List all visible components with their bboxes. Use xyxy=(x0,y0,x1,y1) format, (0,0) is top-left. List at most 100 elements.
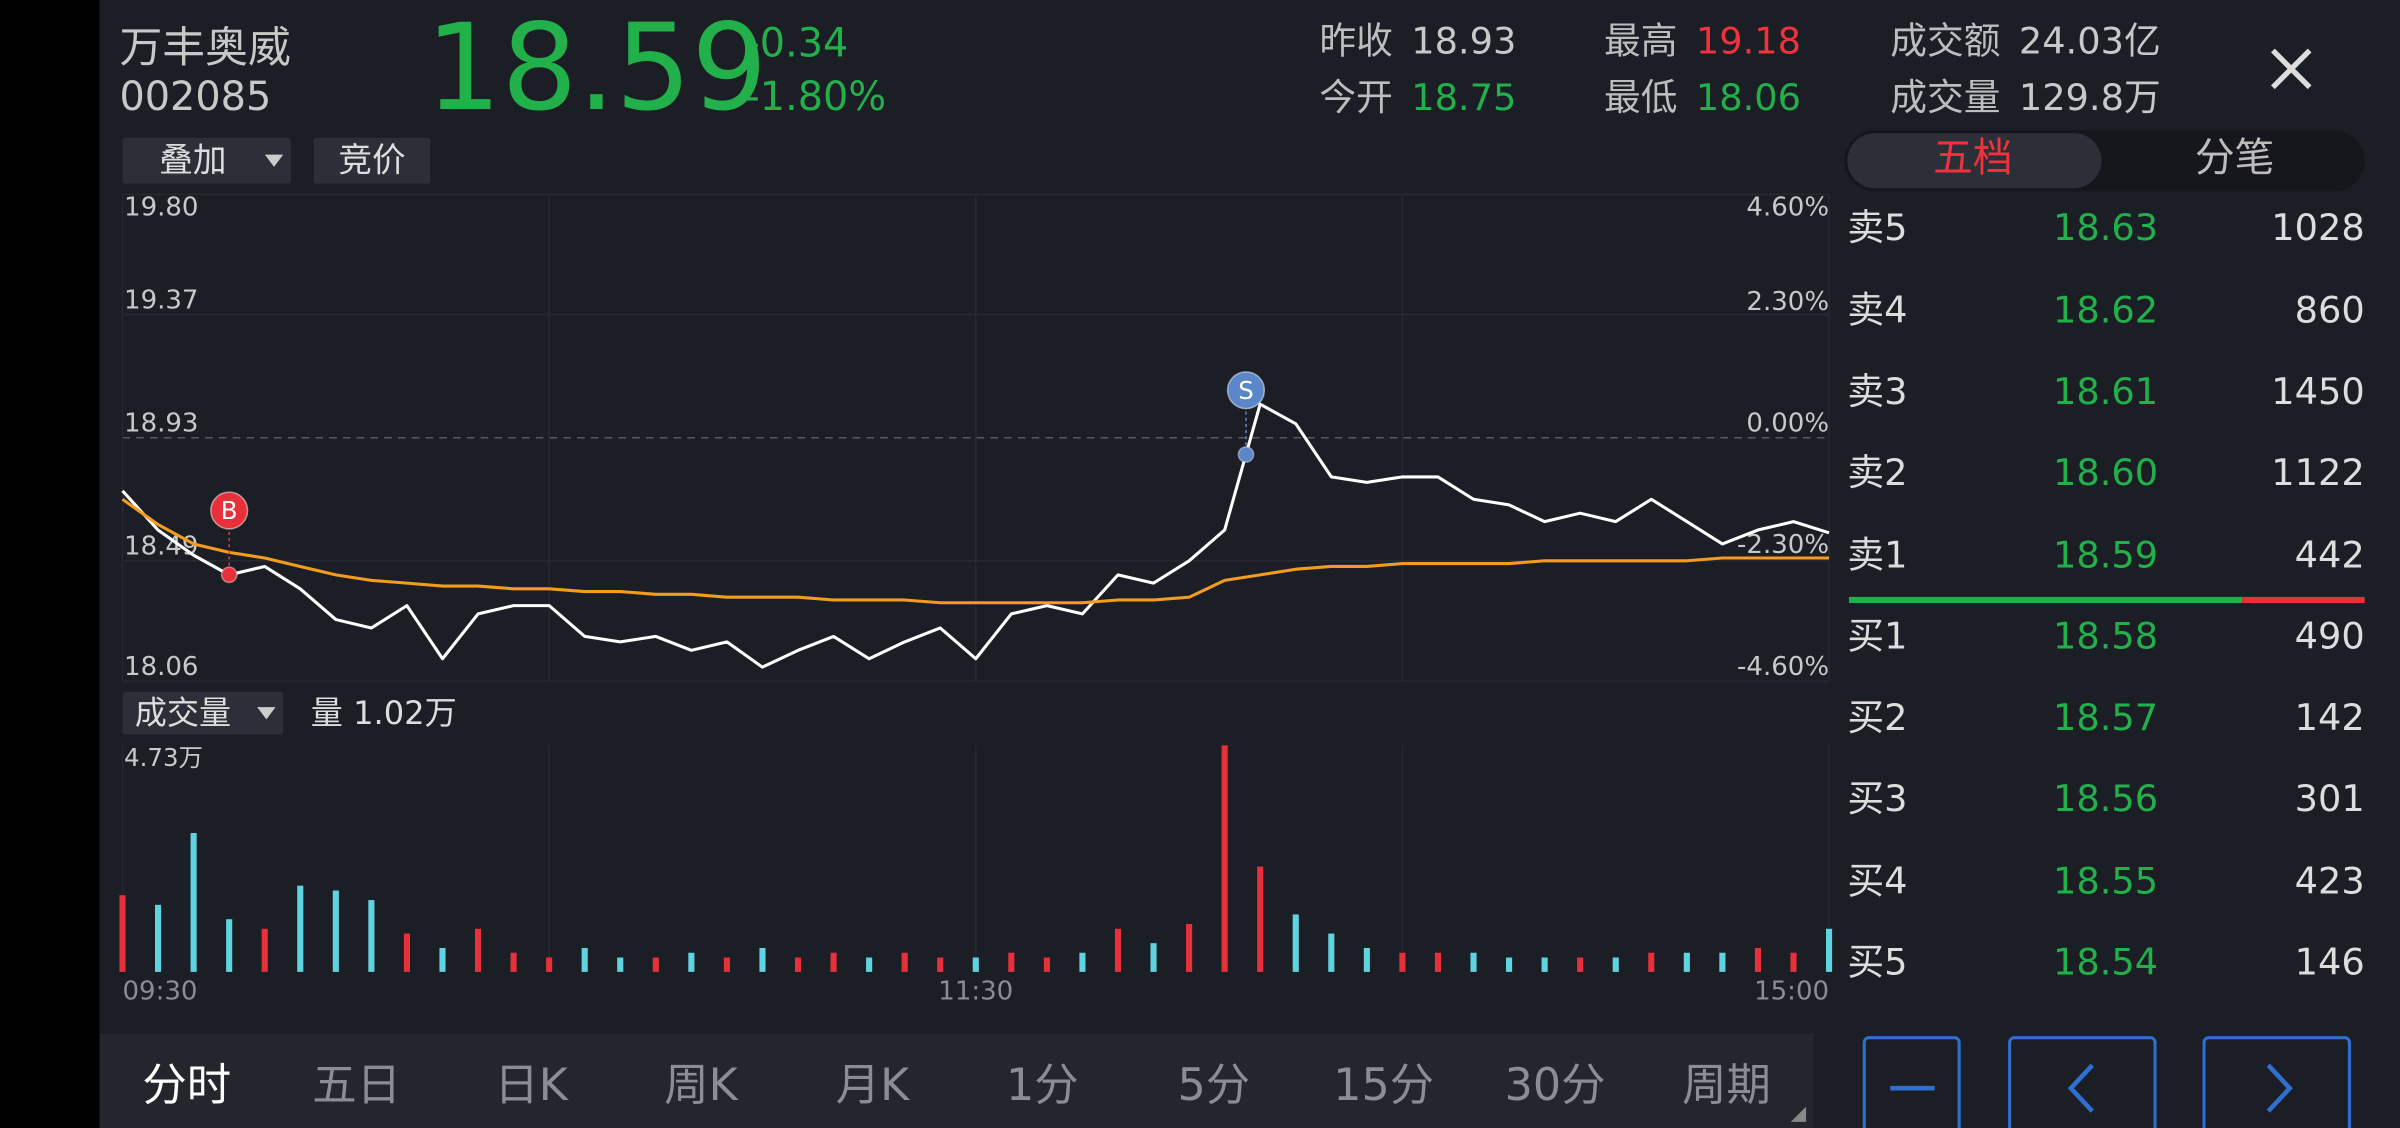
stat-label: 成交量 xyxy=(1890,76,2000,119)
indicator-selector[interactable] xyxy=(122,691,284,735)
book-qty: 490 xyxy=(2295,615,2365,658)
dropdown-arrow xyxy=(257,707,276,720)
period-tab[interactable]: 五日 xyxy=(312,1060,401,1111)
stat-label: 成交额 xyxy=(1890,19,2000,62)
volume-bar xyxy=(226,919,233,972)
marker-badge[interactable] xyxy=(210,491,249,530)
period-tab[interactable]: 月K xyxy=(836,1060,911,1111)
stat-label: 昨收 xyxy=(1319,19,1392,62)
y-tick-label: 19.80 xyxy=(124,193,198,223)
book-tab[interactable]: 分笔 xyxy=(2195,135,2275,181)
auction-button[interactable] xyxy=(313,137,431,184)
y-tick-label: 18.49 xyxy=(124,532,198,562)
close-icon[interactable] xyxy=(2271,48,2312,90)
price-line xyxy=(121,498,1830,605)
book-qty: 860 xyxy=(2295,289,2365,332)
volume-bar xyxy=(723,957,730,972)
volume-bar xyxy=(759,947,766,972)
prev-button[interactable] xyxy=(2008,1036,2157,1128)
stat-value: 19.18 xyxy=(1696,19,1801,62)
volume-bar xyxy=(1541,957,1548,972)
book-tab-selected[interactable] xyxy=(1847,133,2102,189)
volume-bar xyxy=(1790,952,1797,972)
volume-bar xyxy=(403,933,410,972)
book-side: 买5 xyxy=(1847,941,1907,984)
marker-label: B xyxy=(221,496,238,525)
y-tick-label: 4.73万 xyxy=(124,743,203,772)
y-tick-label: 18.93 xyxy=(124,408,198,438)
book-tab[interactable]: 五档 xyxy=(1933,135,2013,181)
control-label[interactable]: 叠加 xyxy=(159,141,226,180)
x-tick-label: 11:30 xyxy=(938,976,1013,1006)
period-tab[interactable]: 30分 xyxy=(1505,1060,1606,1111)
volume-bar xyxy=(1008,952,1015,972)
period-tab[interactable]: 1分 xyxy=(1006,1060,1079,1111)
book-price: 18.63 xyxy=(2053,206,2158,249)
book-side: 卖4 xyxy=(1847,289,1907,332)
volume-bar xyxy=(1257,866,1264,972)
stat-value: 129.8万 xyxy=(2019,76,2161,119)
volume-bar xyxy=(474,928,482,972)
book-price: 18.54 xyxy=(2053,941,2158,984)
buy-strength xyxy=(1848,596,2243,604)
prev-icon xyxy=(2067,1063,2094,1113)
period-tab[interactable]: 周K xyxy=(664,1060,739,1111)
book-qty: 1028 xyxy=(2271,206,2364,249)
y2-tick-label: 2.30% xyxy=(1746,287,1829,317)
stat-value: 18.75 xyxy=(1411,76,1516,119)
y2-tick-label: -4.60% xyxy=(1737,652,1829,682)
book-side: 卖2 xyxy=(1847,451,1907,494)
book-qty: 142 xyxy=(2295,696,2365,739)
book-price: 18.62 xyxy=(2053,289,2158,332)
volume-bar xyxy=(1150,943,1157,972)
change: -0.34 xyxy=(745,20,848,66)
volume-bar xyxy=(1363,947,1370,972)
price: 18.59 xyxy=(426,0,768,138)
volume-bar xyxy=(1186,923,1193,972)
price-line xyxy=(121,402,1830,669)
period-tab[interactable]: 分时 xyxy=(142,1060,231,1111)
volume-bar xyxy=(1114,928,1122,972)
volume-bar xyxy=(1079,952,1086,972)
volume-bar xyxy=(1328,933,1335,972)
book-side: 买3 xyxy=(1847,777,1907,820)
marker-dot xyxy=(1237,446,1255,463)
overlay-button[interactable] xyxy=(122,137,291,184)
marker-dot xyxy=(220,566,238,584)
book-price: 18.60 xyxy=(2053,451,2158,494)
y2-tick-label: -2.30% xyxy=(1737,530,1829,560)
book-price: 18.57 xyxy=(2053,696,2158,739)
book-side: 卖5 xyxy=(1847,206,1907,249)
dropdown-arrow xyxy=(264,154,284,167)
minus-button[interactable] xyxy=(1862,1036,1961,1128)
volume-bar xyxy=(794,957,802,972)
book-price: 18.59 xyxy=(2053,534,2158,577)
period-tab[interactable]: 5分 xyxy=(1177,1060,1250,1111)
volume-bar xyxy=(1221,745,1228,972)
indicator-label[interactable]: 成交量 xyxy=(135,694,231,732)
y-tick-label: 18.06 xyxy=(124,652,198,682)
period-tab[interactable]: 周期 xyxy=(1682,1060,1771,1111)
volume-bar xyxy=(866,957,873,972)
book-price: 18.58 xyxy=(2053,615,2158,658)
stat-value: 18.93 xyxy=(1411,19,1516,62)
next-button[interactable] xyxy=(2202,1036,2351,1128)
volume-bar xyxy=(617,957,624,972)
book-price: 18.55 xyxy=(2053,860,2158,903)
book-qty: 423 xyxy=(2295,860,2365,903)
volume-bar xyxy=(119,895,126,972)
volume-bar xyxy=(297,885,304,972)
header: 万丰奥威 002085 18.59 -0.34 -1.80% xyxy=(119,0,2312,138)
stat-label: 最高 xyxy=(1604,19,1677,62)
period-tab[interactable]: 15分 xyxy=(1333,1060,1434,1111)
nav-buttons xyxy=(1862,1036,2351,1128)
stat-value: 18.06 xyxy=(1696,76,1801,119)
period-tab[interactable]: 日K xyxy=(494,1060,569,1111)
book-side: 卖1 xyxy=(1847,534,1907,577)
volume-bar xyxy=(1292,914,1299,972)
control-label[interactable]: 竞价 xyxy=(338,141,405,180)
marker-label: S xyxy=(1238,376,1254,405)
marker-badge[interactable] xyxy=(1226,371,1266,410)
book-side: 买1 xyxy=(1847,615,1907,658)
